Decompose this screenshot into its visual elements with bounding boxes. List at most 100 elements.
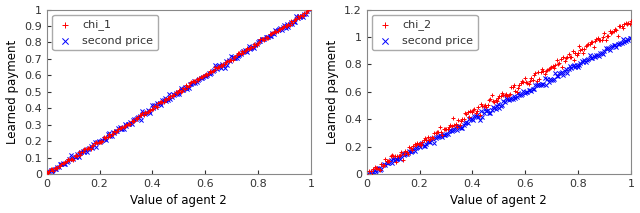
chi_2: [467, 110, 477, 114]
chi_1: [117, 125, 127, 128]
chi_1: [221, 60, 231, 63]
second price: [108, 130, 118, 134]
second price: [614, 43, 624, 46]
second price: [150, 106, 161, 109]
chi_2: [505, 92, 515, 95]
second price: [234, 53, 244, 56]
chi_2: [395, 153, 405, 156]
chi_1: [206, 71, 216, 74]
chi_2: [367, 174, 377, 177]
chi_1: [51, 167, 61, 170]
chi_1: [193, 78, 204, 82]
chi_1: [42, 171, 52, 174]
second price: [582, 58, 592, 62]
second price: [72, 153, 83, 156]
chi_1: [173, 90, 183, 94]
second price: [443, 132, 453, 136]
second price: [606, 45, 616, 48]
chi_1: [241, 48, 251, 52]
second price: [369, 168, 380, 172]
chi_2: [493, 96, 503, 99]
second price: [204, 71, 214, 75]
chi_2: [506, 85, 516, 88]
chi_1: [169, 93, 179, 96]
chi_1: [207, 69, 218, 73]
second price: [290, 20, 300, 24]
second price: [49, 167, 60, 171]
chi_2: [387, 153, 397, 157]
chi_2: [469, 107, 479, 111]
chi_2: [536, 70, 546, 74]
second price: [95, 140, 105, 144]
second price: [575, 61, 586, 64]
second price: [201, 74, 211, 78]
second price: [486, 108, 497, 112]
chi_2: [368, 168, 378, 171]
chi_1: [244, 47, 255, 50]
chi_2: [610, 27, 620, 30]
second price: [193, 79, 204, 82]
second price: [607, 45, 618, 48]
second price: [583, 57, 593, 61]
chi_1: [85, 147, 95, 150]
chi_1: [273, 30, 283, 33]
second price: [48, 171, 58, 174]
chi_1: [248, 45, 258, 48]
chi_2: [463, 111, 473, 114]
second price: [463, 122, 473, 125]
second price: [271, 30, 282, 33]
second price: [610, 43, 620, 46]
second price: [408, 148, 419, 151]
second price: [499, 100, 509, 103]
chi_2: [451, 123, 461, 126]
chi_2: [586, 41, 596, 44]
chi_2: [445, 123, 456, 127]
second price: [580, 60, 591, 64]
chi_2: [540, 72, 550, 76]
second price: [101, 138, 111, 141]
second price: [302, 9, 312, 12]
chi_2: [573, 52, 583, 55]
chi_1: [74, 150, 84, 154]
chi_1: [113, 128, 124, 131]
chi_2: [621, 21, 631, 24]
chi_2: [517, 79, 527, 83]
second price: [496, 105, 506, 108]
second price: [542, 78, 552, 81]
chi_1: [83, 146, 93, 150]
chi_1: [233, 51, 243, 54]
second price: [588, 56, 598, 59]
chi_1: [104, 133, 115, 136]
second price: [42, 173, 52, 176]
second price: [134, 114, 145, 117]
chi_2: [529, 73, 539, 76]
chi_2: [616, 25, 627, 28]
second price: [56, 163, 67, 166]
second price: [621, 39, 631, 43]
chi_1: [118, 125, 129, 128]
chi_2: [454, 123, 465, 127]
chi_2: [615, 24, 625, 27]
chi_2: [394, 154, 404, 158]
chi_2: [541, 70, 551, 73]
second price: [81, 150, 92, 153]
chi_2: [599, 32, 609, 35]
second price: [474, 118, 484, 122]
second price: [473, 115, 483, 119]
chi_1: [87, 145, 97, 148]
second price: [79, 150, 89, 154]
chi_1: [191, 77, 202, 81]
second price: [273, 28, 283, 32]
chi_1: [237, 50, 247, 53]
chi_1: [59, 161, 69, 165]
chi_2: [550, 63, 561, 67]
second price: [417, 142, 428, 145]
second price: [476, 110, 486, 113]
chi_2: [488, 99, 498, 103]
second price: [190, 82, 200, 85]
chi_1: [61, 160, 72, 163]
chi_2: [484, 99, 494, 102]
chi_1: [217, 64, 227, 67]
chi_2: [513, 86, 524, 89]
chi_1: [243, 47, 253, 51]
